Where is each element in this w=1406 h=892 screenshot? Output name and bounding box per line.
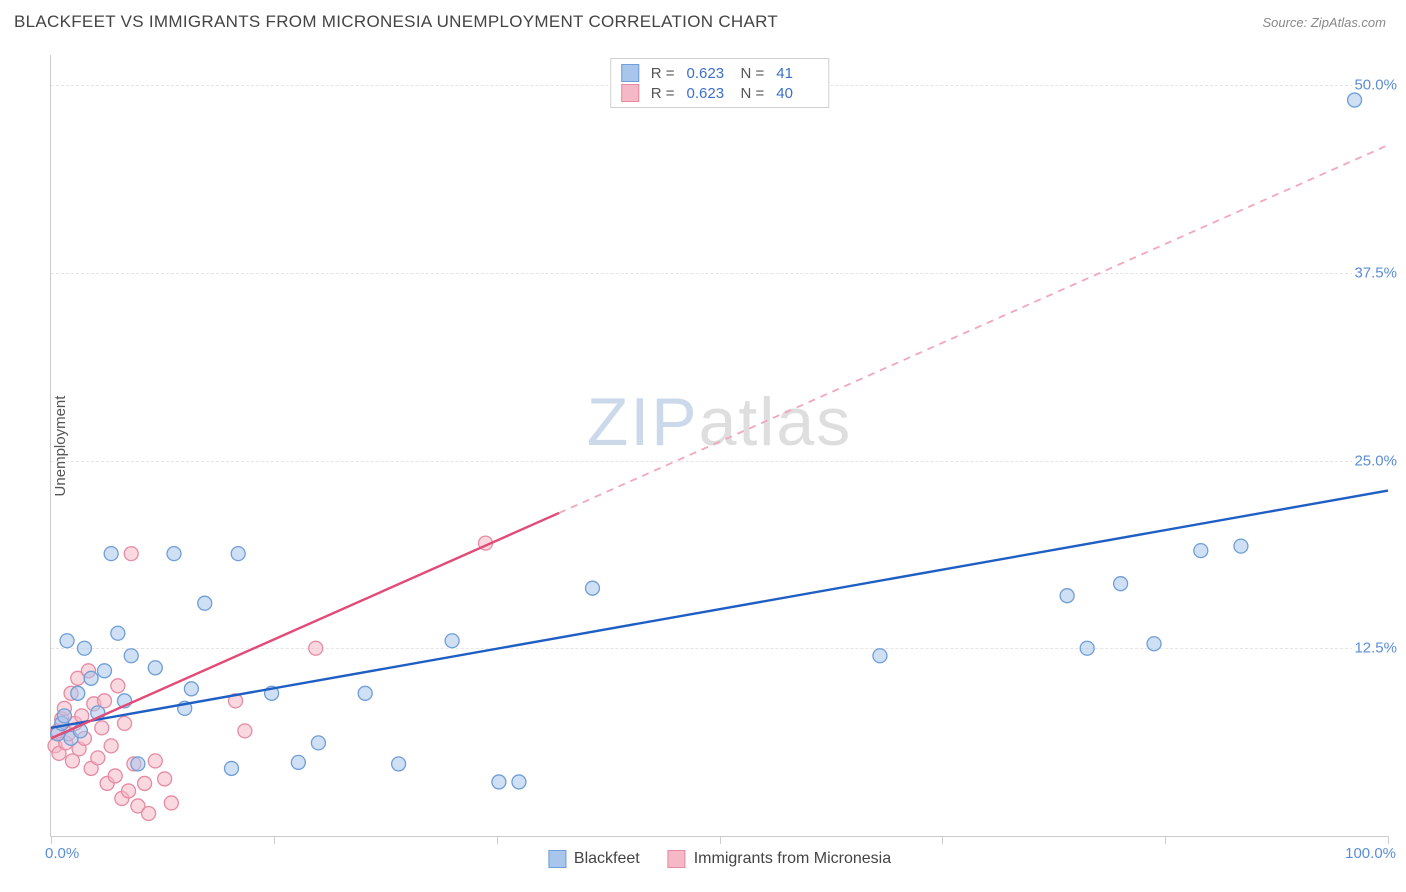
legend-swatch bbox=[548, 850, 566, 868]
data-point bbox=[167, 547, 181, 561]
data-point bbox=[445, 634, 459, 648]
data-point bbox=[1194, 544, 1208, 558]
data-point bbox=[198, 596, 212, 610]
legend-item: Blackfeet bbox=[548, 850, 640, 868]
data-point bbox=[291, 755, 305, 769]
data-point bbox=[124, 649, 138, 663]
legend-label: Immigrants from Micronesia bbox=[694, 850, 891, 868]
stat-n-label: N = bbox=[741, 65, 765, 82]
data-point bbox=[512, 775, 526, 789]
data-point bbox=[95, 721, 109, 735]
data-point bbox=[71, 686, 85, 700]
legend-label: Blackfeet bbox=[574, 850, 640, 868]
data-point bbox=[184, 682, 198, 696]
x-tick bbox=[1165, 836, 1166, 844]
data-point bbox=[1080, 641, 1094, 655]
data-point bbox=[111, 679, 125, 693]
x-tick bbox=[497, 836, 498, 844]
data-point bbox=[392, 757, 406, 771]
source-attribution: Source: ZipAtlas.com bbox=[1262, 15, 1386, 30]
legend-stat-row: R = 0.623 N = 40 bbox=[621, 83, 819, 103]
stat-n-value: 40 bbox=[776, 85, 818, 102]
data-point bbox=[1060, 589, 1074, 603]
data-point bbox=[1234, 539, 1248, 553]
data-point bbox=[358, 686, 372, 700]
legend-item: Immigrants from Micronesia bbox=[668, 850, 891, 868]
legend-swatch bbox=[621, 64, 639, 82]
data-point bbox=[1348, 93, 1362, 107]
data-point bbox=[97, 664, 111, 678]
data-point bbox=[124, 547, 138, 561]
data-point bbox=[238, 724, 252, 738]
trend-line bbox=[51, 513, 559, 738]
stat-r-value: 0.623 bbox=[687, 85, 729, 102]
x-tick bbox=[1388, 836, 1389, 844]
data-point bbox=[164, 796, 178, 810]
stat-r-value: 0.623 bbox=[687, 65, 729, 82]
data-point bbox=[231, 547, 245, 561]
data-point bbox=[108, 769, 122, 783]
series-legend: Blackfeet Immigrants from Micronesia bbox=[548, 850, 891, 868]
data-point bbox=[77, 641, 91, 655]
legend-stat-row: R = 0.623 N = 41 bbox=[621, 63, 819, 83]
x-axis-max-label: 100.0% bbox=[1345, 845, 1396, 862]
x-tick bbox=[51, 836, 52, 844]
data-point bbox=[309, 641, 323, 655]
stat-n-label: N = bbox=[741, 85, 765, 102]
scatter-plot-svg bbox=[51, 55, 1388, 836]
trend-line-extrapolated bbox=[559, 145, 1388, 513]
data-point bbox=[60, 634, 74, 648]
data-point bbox=[122, 784, 136, 798]
data-point bbox=[138, 776, 152, 790]
trend-line bbox=[51, 491, 1388, 728]
data-point bbox=[91, 751, 105, 765]
data-point bbox=[585, 581, 599, 595]
data-point bbox=[148, 661, 162, 675]
chart-title: BLACKFEET VS IMMIGRANTS FROM MICRONESIA … bbox=[14, 12, 778, 32]
data-point bbox=[104, 547, 118, 561]
data-point bbox=[158, 772, 172, 786]
data-point bbox=[224, 761, 238, 775]
data-point bbox=[492, 775, 506, 789]
stat-n-value: 41 bbox=[776, 65, 818, 82]
data-point bbox=[131, 757, 145, 771]
data-point bbox=[311, 736, 325, 750]
legend-swatch bbox=[621, 84, 639, 102]
data-point bbox=[873, 649, 887, 663]
correlation-legend: R = 0.623 N = 41 R = 0.623 N = 40 bbox=[610, 58, 830, 108]
x-tick bbox=[720, 836, 721, 844]
stat-r-label: R = bbox=[651, 85, 675, 102]
data-point bbox=[142, 806, 156, 820]
legend-swatch bbox=[668, 850, 686, 868]
data-point bbox=[57, 709, 71, 723]
data-point bbox=[104, 739, 118, 753]
x-axis-min-label: 0.0% bbox=[45, 845, 79, 862]
data-point bbox=[118, 716, 132, 730]
stat-r-label: R = bbox=[651, 65, 675, 82]
data-point bbox=[1147, 637, 1161, 651]
data-point bbox=[111, 626, 125, 640]
data-point bbox=[148, 754, 162, 768]
data-point bbox=[1114, 577, 1128, 591]
chart-plot-area: ZIPatlas R =0.623N =41R =0.623N =40 0.0%… bbox=[50, 55, 1388, 837]
x-tick bbox=[274, 836, 275, 844]
data-point bbox=[84, 671, 98, 685]
x-tick bbox=[942, 836, 943, 844]
